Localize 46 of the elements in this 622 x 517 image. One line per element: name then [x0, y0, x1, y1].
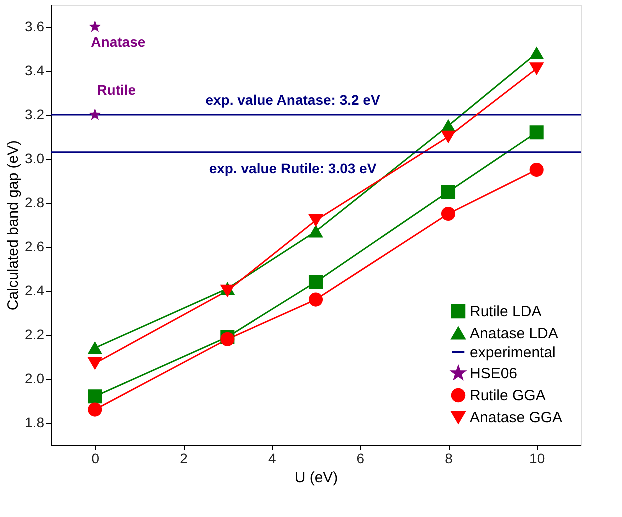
point	[308, 225, 324, 238]
annotation: exp. value Rutile: 3.03 eV	[209, 160, 378, 176]
annotation: Anatase	[91, 34, 146, 50]
point	[88, 342, 102, 354]
y-axis-title: Calculated band gap (eV)	[5, 140, 22, 311]
point	[88, 357, 102, 370]
point	[88, 108, 102, 120]
legend-label: experimental	[470, 344, 556, 362]
y-tick-label: 3.0	[25, 150, 45, 166]
point	[220, 284, 235, 298]
point	[530, 162, 544, 178]
y-tick-label: 2.2	[25, 326, 45, 342]
annotation: exp. value Anatase: 3.2 eV	[206, 92, 381, 108]
point	[88, 20, 102, 32]
y-tick-label: 2.8	[25, 194, 45, 210]
x-tick-label: 8	[445, 450, 454, 466]
point	[308, 292, 324, 307]
y-tick-label: 2.6	[25, 238, 45, 254]
point	[441, 206, 456, 222]
legend-label: Anatase LDA	[470, 326, 558, 342]
x-tick-label: 6	[356, 450, 365, 466]
y-tick-label: 3.2	[25, 106, 45, 122]
point	[530, 47, 544, 60]
x-axis-title: U (eV)	[294, 470, 338, 486]
point	[308, 275, 324, 290]
point	[441, 184, 456, 200]
legend-label: Rutile GGA	[470, 388, 546, 404]
point	[441, 130, 456, 144]
x-tick-label: 2	[180, 450, 188, 466]
x-tick-label: 10	[530, 450, 546, 466]
y-tick-label: 3.4	[25, 62, 45, 78]
x-tick-label: 4	[268, 450, 276, 466]
annotation: Rutile	[97, 82, 136, 98]
legend-label: Anatase GGA	[470, 410, 563, 426]
point	[308, 214, 324, 227]
legend-label: HSE06	[470, 366, 518, 382]
point	[88, 402, 102, 417]
y-tick-label: 1.8	[25, 414, 45, 430]
legend-label: Rutile LDA	[470, 304, 542, 320]
point	[530, 62, 544, 75]
y-tick-label: 2.4	[25, 282, 45, 298]
y-tick-label: 2.0	[25, 370, 45, 386]
point	[530, 126, 544, 140]
y-tick-label: 3.6	[25, 18, 45, 34]
point	[88, 390, 102, 404]
x-tick-label: 0	[92, 450, 100, 466]
